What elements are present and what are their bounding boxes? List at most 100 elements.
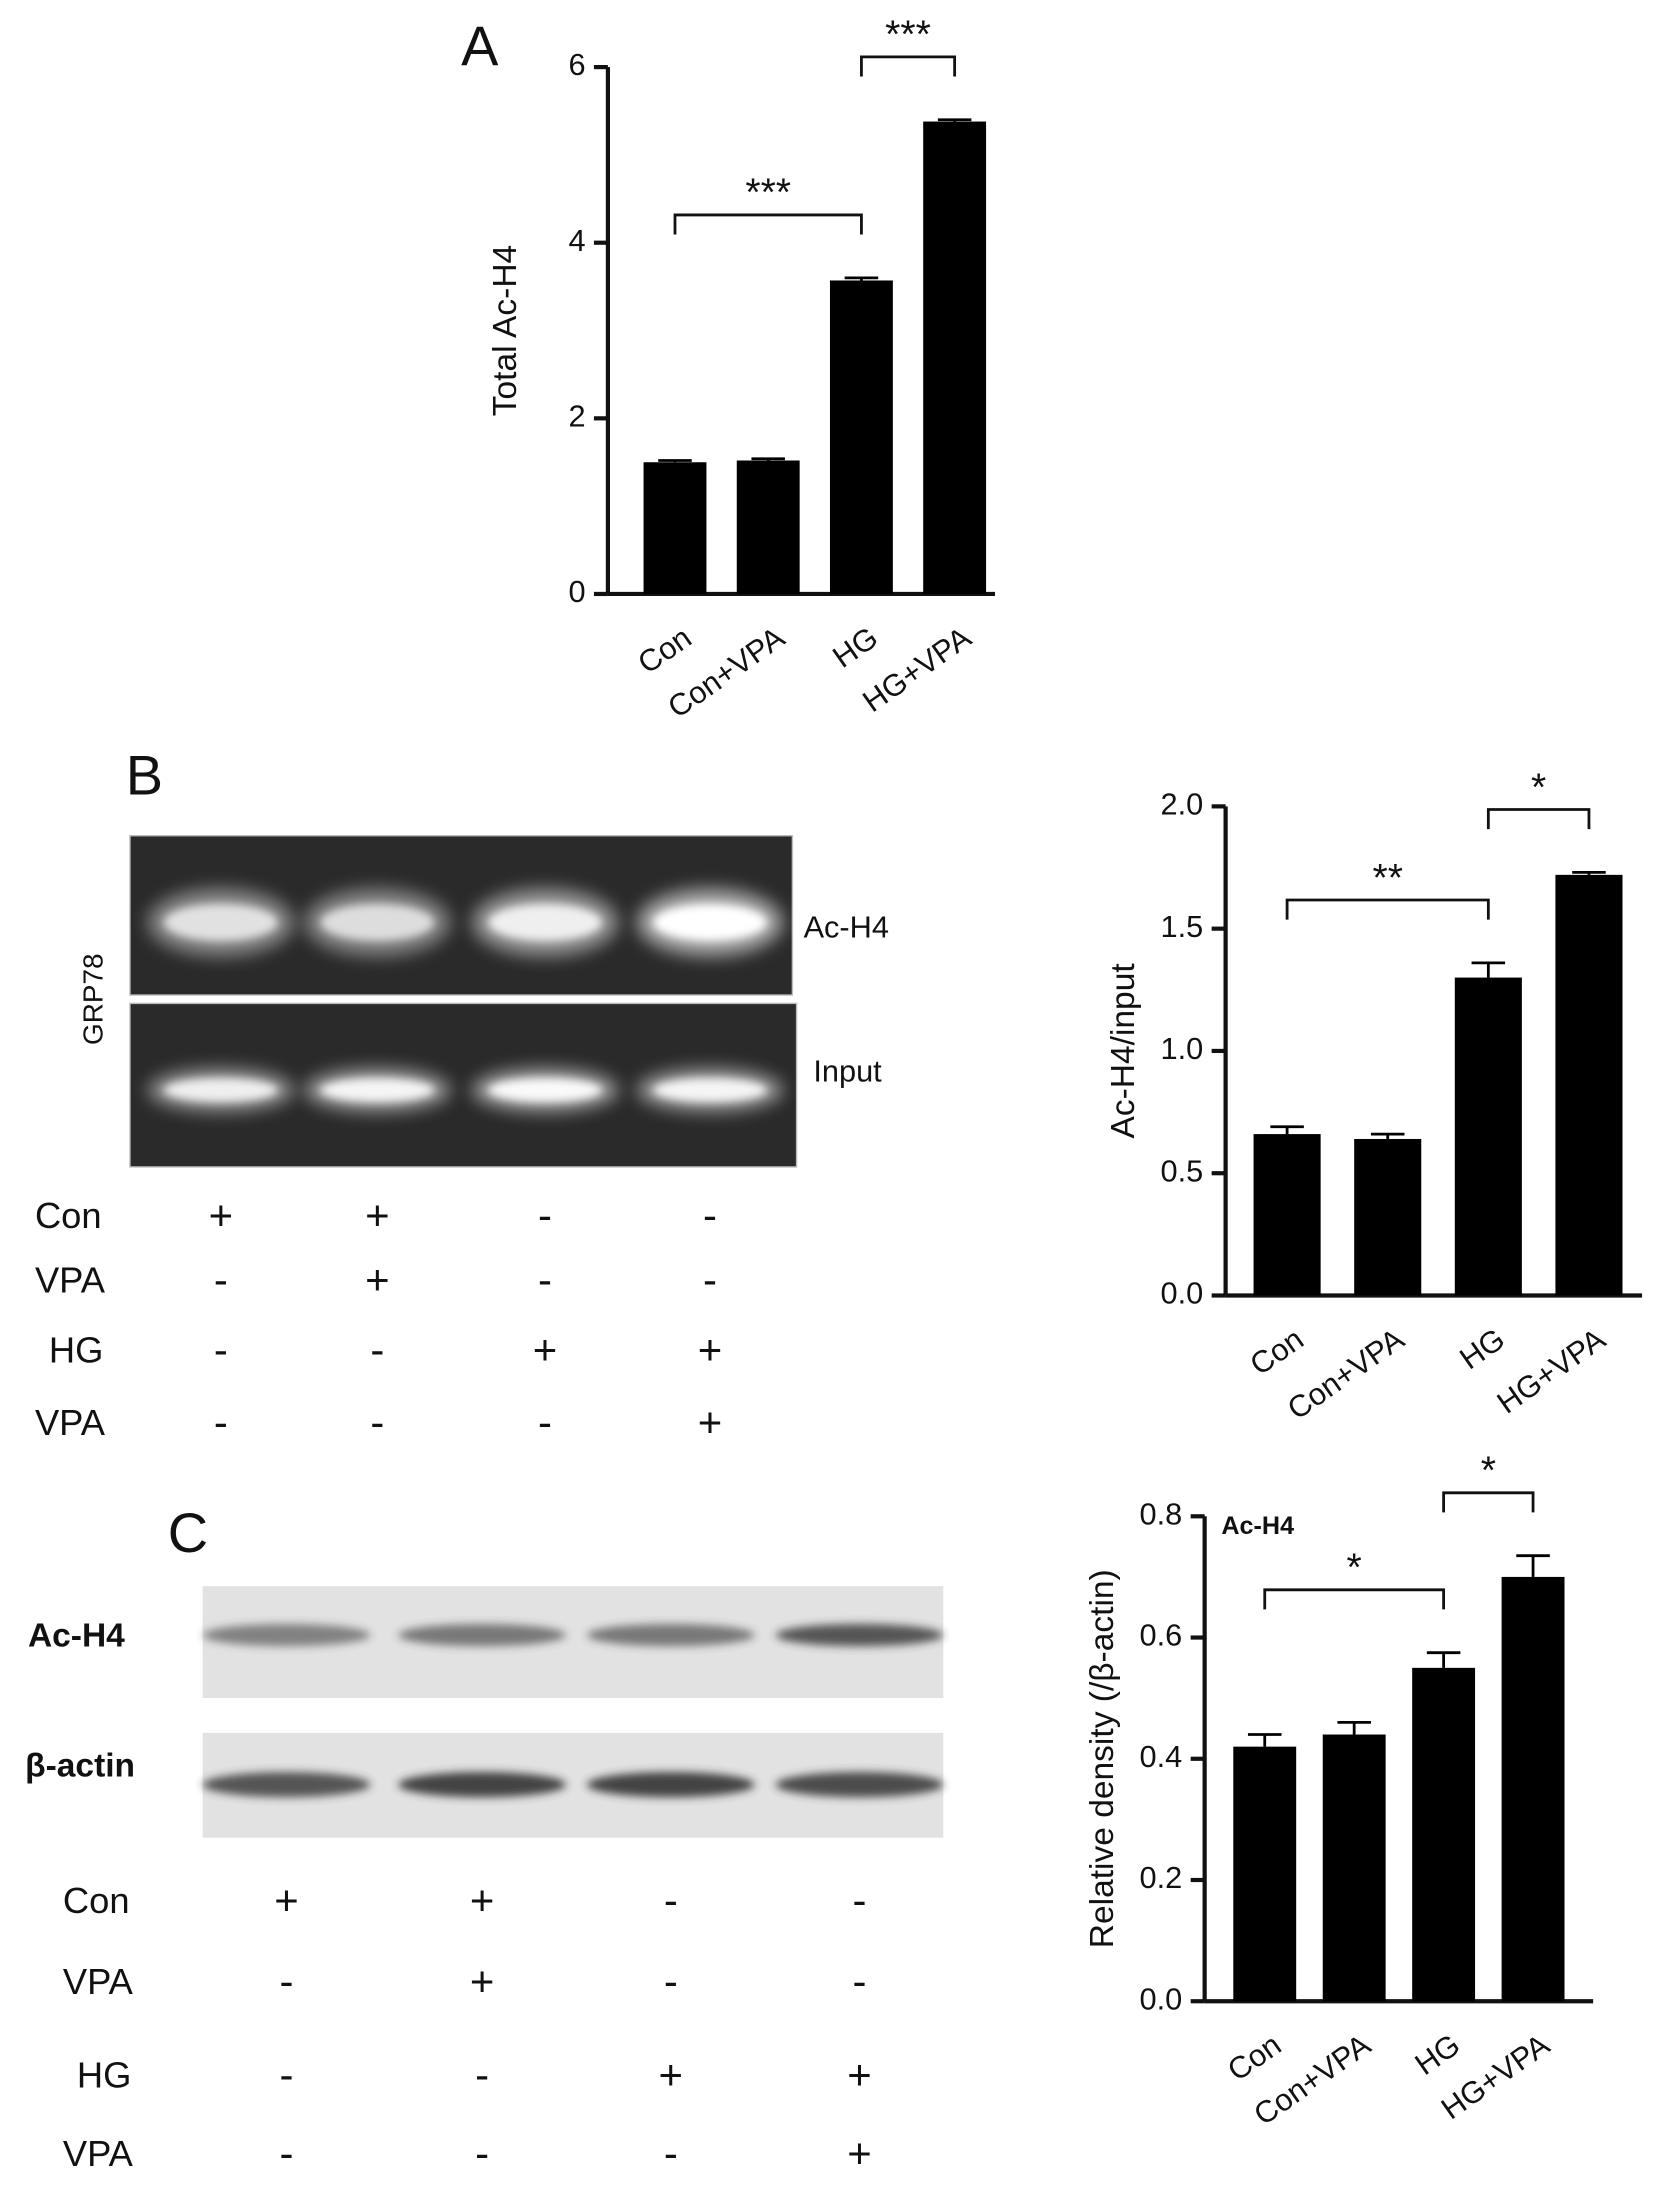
error-bar	[937, 118, 972, 122]
panel-label: B	[126, 744, 163, 807]
condition-sign: -	[538, 1192, 552, 1239]
gel-band	[164, 1078, 278, 1102]
condition-sign: -	[370, 1399, 384, 1446]
condition-sign: +	[209, 1192, 233, 1239]
x-tick-label: HG+VPA	[856, 619, 977, 719]
blot-band	[775, 1623, 944, 1647]
condition-label: Con	[63, 1880, 130, 1921]
y-tick-label: 0.2	[1140, 1860, 1183, 1895]
error-bar	[844, 276, 879, 281]
condition-sign: -	[280, 2051, 294, 2098]
x-tick-label: HG	[826, 620, 884, 675]
condition-sign: -	[214, 1326, 228, 1373]
significance-bracket	[673, 213, 863, 235]
condition-sign: -	[280, 2129, 294, 2176]
condition-sign: +	[365, 1256, 389, 1303]
condition-sign: +	[470, 1876, 494, 1923]
error-bar	[1270, 1125, 1304, 1135]
y-axis-label: Relative density (/β-actin)	[1084, 1569, 1121, 1948]
x-tick-label: HG+VPA	[1491, 1321, 1612, 1421]
significance-label: *	[1347, 1547, 1362, 1590]
y-tick-label: 0	[568, 574, 585, 609]
y-tick-label: 2.0	[1161, 786, 1204, 821]
panel-label: C	[168, 1501, 208, 1564]
condition-sign: -	[664, 2129, 678, 2176]
blot-band	[202, 1772, 371, 1798]
condition-sign: +	[274, 1876, 298, 1923]
significance-bracket	[1263, 1588, 1446, 1610]
condition-label: VPA	[63, 2133, 134, 2174]
bar	[1501, 1576, 1565, 2002]
y-tick-label: 0.0	[1140, 1981, 1183, 2016]
error-bar	[658, 459, 692, 463]
condition-sign: -	[280, 1958, 294, 2005]
condition-sign: -	[664, 1876, 678, 1923]
band-label: Input	[813, 1053, 882, 1088]
gel-band	[488, 903, 602, 941]
band-label: Ac-H4	[28, 1618, 125, 1655]
error-bar	[1370, 1132, 1405, 1139]
y-tick-label: 1.5	[1161, 909, 1204, 944]
bar	[1454, 977, 1522, 1296]
condition-sign: +	[698, 1399, 722, 1446]
bar	[643, 462, 707, 594]
blot-band	[775, 1772, 944, 1798]
condition-sign: -	[538, 1399, 552, 1446]
significance-label: ***	[885, 14, 931, 57]
condition-sign: -	[538, 1256, 552, 1303]
significance-label: *	[1481, 1450, 1496, 1493]
gel-band	[653, 1078, 767, 1102]
condition-sign: -	[703, 1192, 717, 1239]
significance-bracket	[1486, 808, 1591, 830]
y-tick-label: 0.8	[1140, 1496, 1183, 1531]
significance-bracket	[1442, 1491, 1535, 1513]
error-bar	[1337, 1721, 1371, 1735]
condition-label: Con	[35, 1195, 102, 1236]
condition-sign: +	[847, 2051, 871, 2098]
condition-sign: -	[664, 1958, 678, 2005]
condition-sign: +	[533, 1326, 557, 1373]
condition-sign: +	[470, 1958, 494, 2005]
blot-band	[398, 1623, 566, 1647]
bar	[1354, 1138, 1422, 1296]
condition-sign: -	[214, 1256, 228, 1303]
bar	[736, 460, 800, 594]
error-bar	[1247, 1733, 1282, 1747]
y-tick-label: 6	[568, 47, 585, 82]
condition-sign: -	[475, 2051, 489, 2098]
condition-label: VPA	[63, 1961, 134, 2002]
y-axis-label: Total Ac-H4	[487, 245, 524, 416]
gel-band	[164, 903, 278, 941]
bar	[1322, 1734, 1386, 2002]
x-tick-label: HG	[1453, 1321, 1511, 1376]
error-bar	[751, 457, 785, 461]
bar	[829, 280, 893, 594]
gel-band	[320, 1078, 435, 1102]
condition-sign: -	[475, 2129, 489, 2176]
y-tick-label: 0.0	[1161, 1276, 1204, 1311]
significance-bracket	[860, 55, 957, 77]
condition-sign: -	[703, 1256, 717, 1303]
condition-label: HG	[49, 1329, 104, 1370]
significance-label: ***	[745, 172, 791, 215]
y-tick-label: 2	[568, 398, 585, 433]
bar	[923, 121, 987, 594]
x-tick-label: Con	[1243, 1321, 1309, 1382]
blot-band	[586, 1772, 755, 1798]
x-tick-label: Con	[631, 620, 697, 681]
y-tick-label: 1.0	[1161, 1031, 1204, 1066]
bar	[1412, 1667, 1476, 2002]
band-label: β-actin	[25, 1748, 135, 1785]
significance-label: **	[1372, 857, 1402, 900]
panel-label: A	[461, 14, 499, 77]
significance-bracket	[1285, 898, 1490, 920]
blot-band	[398, 1772, 566, 1798]
error-bar	[1426, 1651, 1461, 1668]
y-tick-label: 0.5	[1161, 1153, 1204, 1188]
condition-sign: -	[214, 1399, 228, 1446]
condition-sign: -	[852, 1958, 866, 2005]
blot-band	[586, 1623, 755, 1647]
gel-band	[320, 903, 435, 941]
